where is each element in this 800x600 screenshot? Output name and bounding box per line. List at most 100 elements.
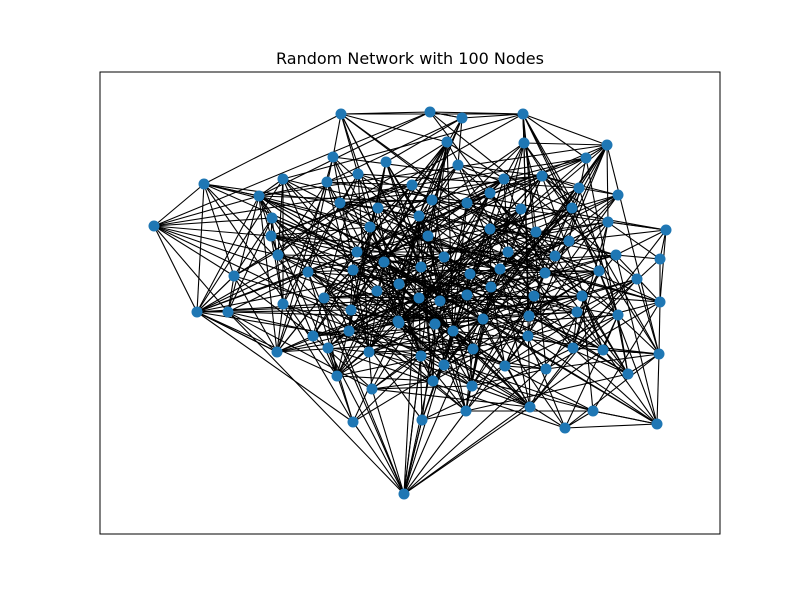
network-edge [443,192,491,258]
network-node [522,330,534,342]
network-edge [350,309,506,367]
network-edge [403,175,543,495]
network-edge [270,235,284,305]
network-edge [385,161,441,302]
network-edge [270,226,371,237]
network-node [392,315,404,327]
network-edge [452,330,506,367]
network-edge [258,195,272,237]
network-edge [276,335,314,353]
network-edge [227,311,278,353]
network-edge [270,235,354,271]
network-edge [153,195,260,227]
network-node [573,182,585,194]
network-node [549,250,561,262]
network-edge [352,269,600,272]
network-edge [276,303,284,353]
network-edge [327,320,399,349]
network-edge [457,164,543,177]
network-edge [544,254,617,274]
network-node [528,290,540,302]
network-node [530,226,542,238]
network-node [321,176,333,188]
network-node [415,350,427,362]
network-edge [535,231,546,274]
network-edge [466,294,473,387]
network-edge [471,278,638,387]
network-node [351,246,363,258]
network-node [277,298,289,310]
network-edge [403,355,422,495]
network-node [494,263,506,275]
network-node [148,220,160,232]
network-edge [489,228,617,256]
network-edge [471,368,547,387]
network-edge [327,347,370,353]
network-edge [323,297,405,495]
network-node [464,268,476,280]
network-edge [376,290,399,322]
network-edge [420,251,509,268]
network-node [502,246,514,258]
network-node [364,221,376,233]
network-node [378,256,390,268]
network-node [415,261,427,273]
network-edge [196,266,422,313]
network-edge [196,195,260,313]
network-node [518,137,530,149]
network-node [307,330,319,342]
network-node [498,173,510,185]
network-edge [153,217,273,227]
network-edge [503,157,587,180]
network-edge [564,353,660,429]
network-node [559,422,571,434]
network-edge [348,330,474,350]
network-edge [203,183,338,377]
network-node [612,309,624,321]
network-edge [153,225,235,277]
network-edge [427,235,473,387]
network-edge [541,175,573,209]
network-node [416,414,428,426]
network-edge [578,187,619,196]
network-node [654,253,666,265]
network-edge [471,385,531,408]
network-node [460,405,472,417]
network-edge [371,388,405,495]
network-node [222,306,234,318]
network-edge [307,271,467,412]
network-edge [581,295,604,351]
network-node [327,151,339,163]
network-edge [466,175,543,204]
network-edge [340,113,448,143]
network-node [398,488,410,500]
network-edge [233,217,273,277]
network-edge [527,301,661,337]
network-node [563,235,575,247]
network-edge [398,294,468,324]
network-edge [348,273,471,332]
network-edge [203,183,235,277]
network-node [536,170,548,182]
network-edge [368,351,594,412]
network-edge [564,314,619,429]
network-node [477,313,489,325]
network-edge [659,229,667,303]
network-edge [371,388,531,408]
network-edge [352,421,405,495]
network-edge [277,202,341,256]
network-node [539,267,551,279]
network-edge [658,301,661,355]
network-edge [545,353,660,370]
network-edge [352,322,400,423]
network-edge [348,330,473,387]
network-edge [572,347,658,425]
network-edge [258,195,423,421]
network-edge [617,314,629,375]
network-node [371,285,383,297]
network-edge [336,335,529,377]
network-node [466,380,478,392]
network-edge [323,297,399,322]
network-edge [472,348,594,412]
network-edge [203,113,342,185]
